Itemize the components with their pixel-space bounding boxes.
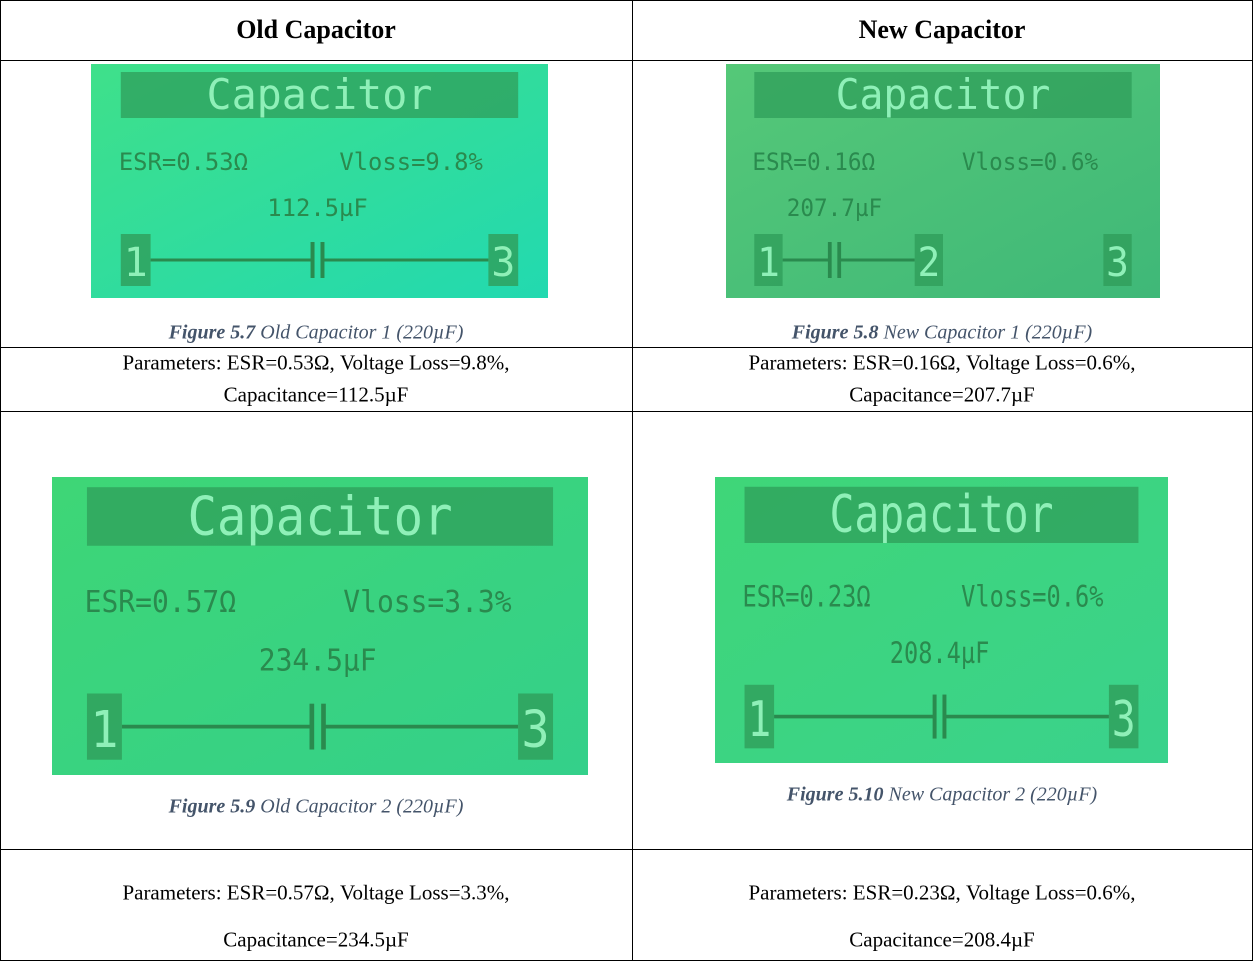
parameters-line: Parameters: ESR=0.16Ω, Voltage Loss=0.6%… [748, 350, 1136, 375]
figure-caption: Figure 5.9 Old Capacitor 2 (220µF) [169, 796, 464, 819]
cap-plate [932, 694, 937, 739]
cap-plate [942, 694, 947, 739]
cap-plate [321, 703, 326, 750]
pin-box [86, 693, 122, 760]
pin-label: 1 [124, 240, 148, 286]
caption-text: Old Capacitor 2 (220µF) [260, 795, 464, 818]
cap-plate [309, 703, 315, 750]
caption-label: Figure 5.8 [791, 321, 879, 344]
pin-box [518, 693, 554, 760]
pin-label: 3 [1112, 692, 1136, 748]
parameters-line: Capacitance=234.5µF [223, 927, 409, 952]
pin-label: 1 [747, 692, 771, 748]
figure-caption: Figure 5.7 Old Capacitor 1 (220µF) [169, 322, 464, 345]
caption-label: Figure 5.9 [168, 795, 256, 818]
pin-box [120, 234, 151, 286]
caption-label: Figure 5.7 [168, 321, 256, 344]
pin-label: 1 [90, 700, 118, 759]
screen-title: Capacitor [187, 485, 452, 548]
screen-vloss: Vloss=3.3% [343, 584, 512, 619]
screen-title: Capacitor [829, 485, 1053, 544]
table-border [0, 60, 1253, 61]
column-header: Old Capacitor [236, 15, 396, 44]
caption-label: Figure 5.10 [786, 783, 884, 806]
pin-box [488, 234, 519, 286]
table-border [0, 347, 1253, 348]
pin-box [754, 234, 783, 286]
screen-esr: ESR=0.23Ω [743, 580, 871, 614]
cap-plate [827, 242, 832, 278]
screen-capacitance: 112.5µF [267, 194, 367, 222]
caption-text: New Capacitor 2 (220µF) [888, 783, 1098, 806]
screen-title: Capacitor [206, 70, 432, 119]
screen-capacitance: 208.4µF [890, 636, 990, 670]
pin-box [1108, 684, 1139, 749]
pin-box [1103, 234, 1132, 286]
cap-plate [310, 242, 315, 278]
screen-title: Capacitor [836, 70, 1051, 119]
figure-caption: Figure 5.8 New Capacitor 1 (220µF) [792, 322, 1092, 345]
title-band [120, 72, 519, 118]
caption-text: New Capacitor 1 (220µF) [883, 321, 1093, 344]
pin-label: 3 [1106, 240, 1129, 286]
lcd-screen: Capacitor ESR=0.53Ω Vloss=9.8% 112.5µF 1 3 [91, 64, 548, 298]
figure-caption: Figure 5.10 New Capacitor 2 (220µF) [787, 784, 1097, 807]
screen-capacitance: 234.5µF [259, 642, 377, 677]
pin-label: 3 [522, 700, 550, 759]
screen-esr: ESR=0.16Ω [752, 147, 875, 176]
column-header: New Capacitor [858, 15, 1026, 44]
lcd-screen: Capacitor ESR=0.23Ω Vloss=0.6% 208.4µF 1 3 [715, 477, 1168, 763]
parameters-line: Capacitance=207.7µF [849, 382, 1035, 407]
screen-esr: ESR=0.53Ω [119, 148, 248, 176]
parameters-line: Parameters: ESR=0.53Ω, Voltage Loss=9.8%… [122, 350, 510, 375]
caption-text: Old Capacitor 1 (220µF) [260, 321, 464, 344]
title-band [744, 486, 1139, 543]
table-border [0, 0, 1, 961]
lcd-screen: Capacitor ESR=0.57Ω Vloss=3.3% 234.5µF 1 3 [52, 477, 588, 775]
screen-esr: ESR=0.57Ω [85, 584, 236, 619]
pin-box [744, 684, 775, 749]
pin-label: 3 [491, 240, 515, 286]
pin-box [914, 234, 943, 286]
screen-vloss: Vloss=0.6% [962, 147, 1098, 176]
table-border [632, 0, 633, 961]
parameters-line: Capacitance=112.5µF [223, 382, 409, 407]
screen-vloss: Vloss=0.6% [961, 580, 1103, 614]
title-band [86, 487, 554, 546]
table-border [0, 0, 1253, 1]
table-border [0, 411, 1253, 412]
parameters-line: Capacitance=208.4µF [849, 927, 1035, 952]
cap-plate [837, 242, 842, 278]
parameters-line: Parameters: ESR=0.57Ω, Voltage Loss=3.3%… [122, 880, 510, 905]
parameters-line: Parameters: ESR=0.23Ω, Voltage Loss=0.6%… [748, 880, 1136, 905]
title-band [754, 72, 1132, 118]
screen-vloss: Vloss=9.8% [339, 148, 482, 176]
pin-label: 1 [757, 240, 780, 286]
table-border [0, 849, 1253, 850]
pin-label: 2 [917, 240, 940, 286]
cap-plate [320, 242, 325, 278]
screen-capacitance: 207.7µF [787, 193, 882, 222]
